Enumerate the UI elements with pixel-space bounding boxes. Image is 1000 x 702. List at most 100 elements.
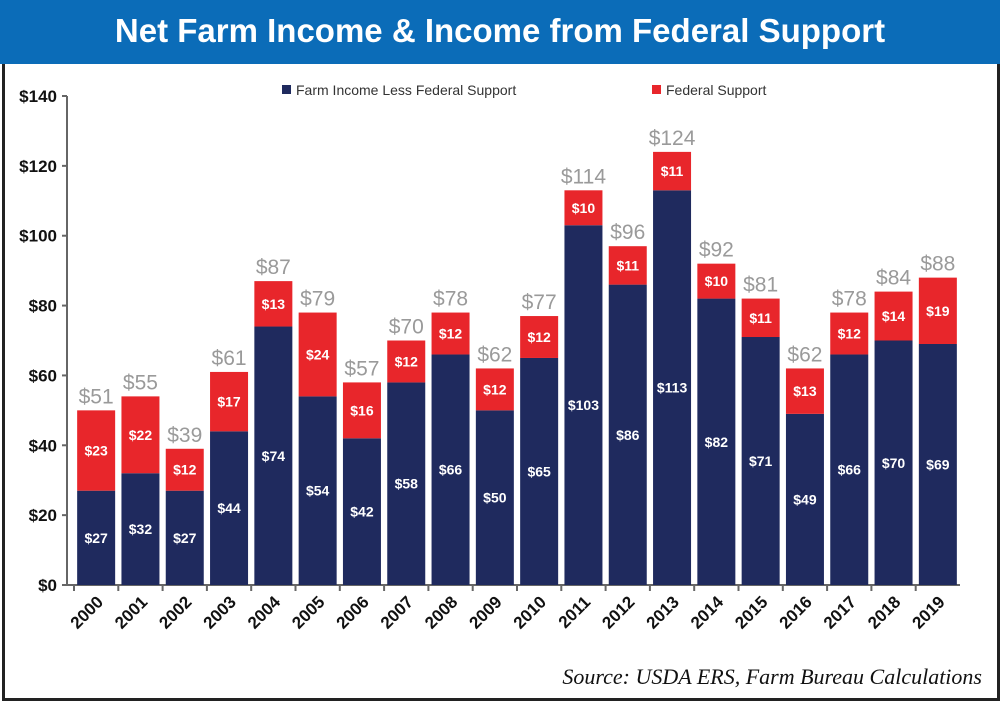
bar-segment-farm-income (697, 298, 736, 585)
bar-segment-federal-support (475, 368, 514, 411)
x-tick-label: 2016 (776, 592, 816, 632)
data-label: $19 (926, 303, 950, 319)
y-tick-label: $20 (29, 506, 57, 525)
bar-segment-federal-support (254, 281, 293, 327)
y-tick-label: $40 (29, 436, 57, 455)
data-label: $65 (527, 463, 551, 479)
data-label: $27 (84, 530, 108, 546)
x-tick-label: 2001 (111, 592, 151, 632)
data-label: $13 (262, 296, 286, 312)
bar-segment-federal-support (564, 190, 603, 226)
bar-segment-federal-support (298, 312, 337, 397)
data-label: $22 (129, 427, 153, 443)
data-label: $12 (838, 326, 862, 342)
x-tick-label: 2004 (244, 592, 285, 633)
x-tick-label: 2014 (687, 592, 728, 633)
bar-segment-farm-income (564, 225, 603, 585)
data-label: $12 (527, 329, 551, 345)
chart-frame (2, 64, 1000, 701)
x-tick-label: 2010 (510, 592, 550, 632)
x-tick-label: 2013 (643, 592, 683, 632)
data-label: $10 (705, 273, 729, 289)
x-tick-label: 2015 (731, 592, 771, 632)
bar-segment-federal-support (785, 368, 824, 414)
data-label: $74 (262, 448, 286, 464)
data-label: $86 (616, 427, 640, 443)
x-tick-label: 2011 (555, 592, 595, 632)
total-label: $124 (649, 127, 696, 150)
total-label: $96 (610, 221, 645, 244)
bar-segment-federal-support (77, 410, 116, 491)
bar-segment-farm-income (874, 340, 913, 585)
total-label: $61 (212, 347, 247, 370)
data-label: $58 (395, 476, 419, 492)
y-tick-label: $80 (29, 297, 57, 316)
data-label: $14 (882, 308, 906, 324)
legend-swatch-0 (282, 85, 291, 94)
y-tick-label: $100 (19, 227, 57, 246)
bar-segment-farm-income (520, 357, 559, 585)
total-label: $77 (522, 291, 557, 314)
bar-segment-federal-support (342, 382, 381, 439)
bar-segment-federal-support (874, 291, 913, 341)
legend-label-1: Federal Support (666, 82, 767, 98)
data-label: $113 (657, 380, 688, 396)
total-label: $70 (389, 316, 424, 339)
total-label: $81 (743, 274, 778, 297)
total-label: $62 (477, 343, 512, 366)
bar-segment-federal-support (918, 277, 957, 344)
bar-segment-farm-income (77, 490, 116, 585)
total-label: $78 (832, 288, 867, 311)
bar-segment-farm-income (254, 326, 293, 585)
data-label: $49 (793, 491, 817, 507)
y-tick-label: $0 (38, 576, 57, 595)
bar-segment-farm-income (210, 431, 249, 585)
bar-segment-farm-income (653, 190, 692, 586)
data-label: $10 (572, 200, 596, 216)
bar-segment-federal-support (165, 448, 204, 491)
total-label: $57 (344, 357, 379, 380)
data-label: $27 (173, 530, 197, 546)
data-label: $12 (483, 381, 507, 397)
x-tick-label: 2003 (200, 592, 240, 632)
data-label: $42 (350, 504, 374, 520)
bar-segment-federal-support (387, 340, 426, 383)
total-label: $87 (256, 256, 291, 279)
y-tick-label: $140 (19, 87, 57, 106)
bar-segment-federal-support (697, 263, 736, 299)
bar-segment-federal-support (653, 151, 692, 191)
x-tick-label: 2017 (820, 592, 860, 632)
data-label: $12 (439, 326, 463, 342)
data-label: $13 (793, 383, 817, 399)
bar-segment-farm-income (608, 284, 647, 585)
data-label: $11 (749, 310, 772, 326)
bar-segment-farm-income (785, 413, 824, 585)
x-tick-label: 2019 (908, 592, 948, 632)
chart-title: Net Farm Income & Income from Federal Su… (0, 0, 1000, 64)
bar-segment-federal-support (520, 316, 559, 358)
x-tick-label: 2008 (421, 592, 461, 632)
data-label: $82 (705, 434, 729, 450)
data-label: $12 (173, 462, 197, 478)
data-label: $71 (749, 453, 773, 469)
bar-segment-farm-income (475, 410, 514, 585)
data-label: $11 (661, 163, 684, 179)
data-label: $17 (217, 394, 241, 410)
data-label: $44 (217, 500, 241, 516)
x-tick-label: 2012 (598, 592, 638, 632)
source-note: Source: USDA ERS, Farm Bureau Calculatio… (562, 664, 982, 689)
x-tick-label: 2018 (864, 592, 904, 632)
x-tick-label: 2005 (288, 592, 328, 632)
y-tick-label: $60 (29, 366, 57, 385)
bar-segment-farm-income (342, 438, 381, 585)
bar-segment-farm-income (165, 490, 204, 585)
bar-segment-federal-support (830, 312, 869, 355)
total-label: $114 (561, 165, 606, 188)
total-label: $78 (433, 288, 468, 311)
x-tick-label: 2006 (333, 592, 373, 632)
legend-swatch-1 (652, 85, 661, 94)
data-label: $66 (838, 462, 862, 478)
data-label: $16 (350, 402, 374, 418)
total-label: $62 (787, 343, 822, 366)
